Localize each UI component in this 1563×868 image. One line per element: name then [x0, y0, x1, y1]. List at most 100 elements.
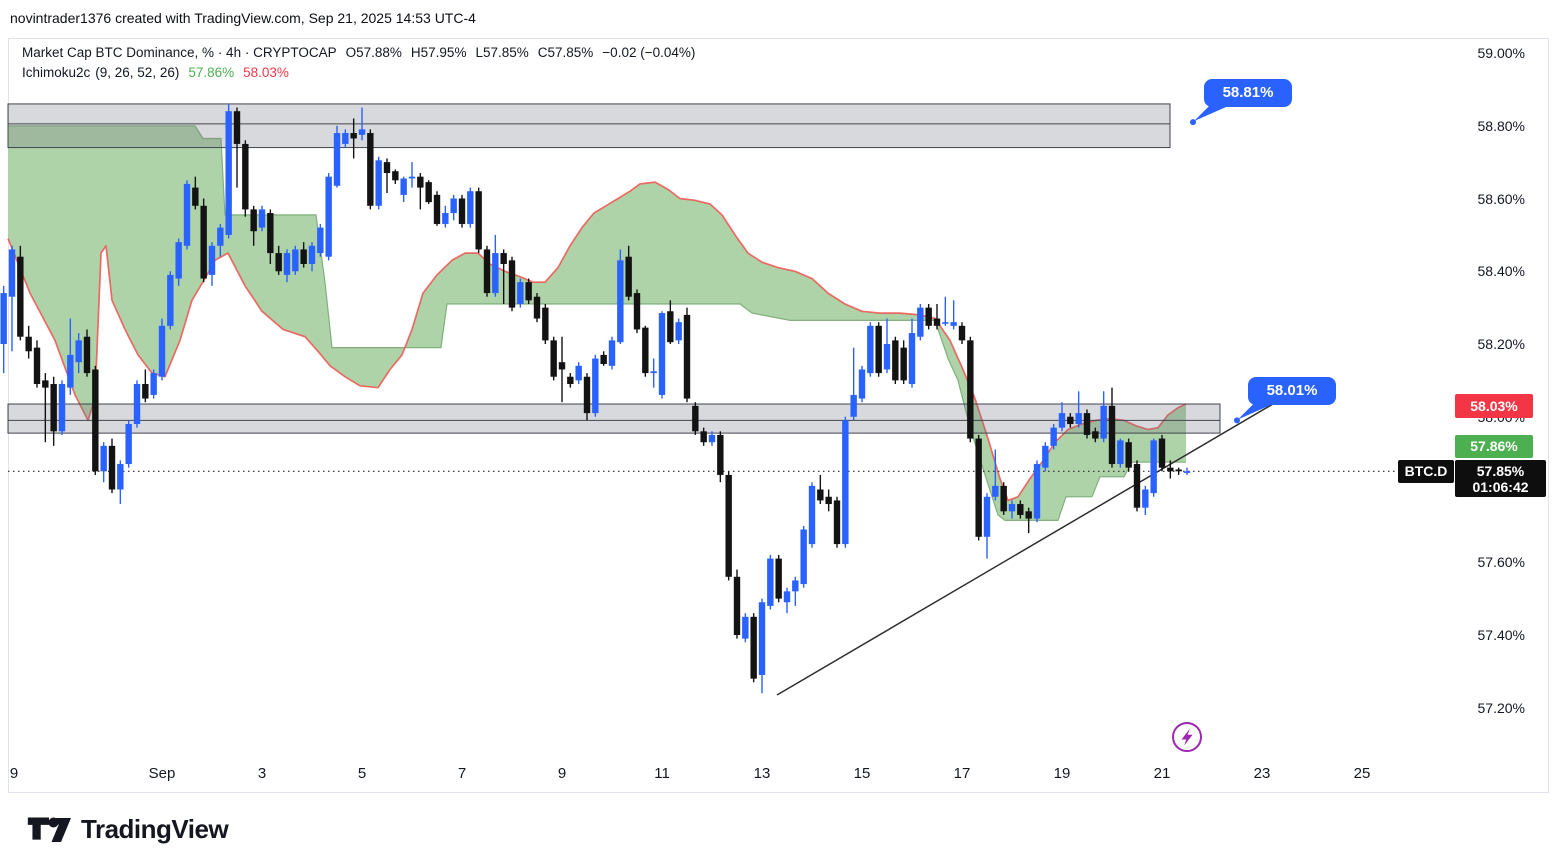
candle-down — [625, 256, 632, 297]
lightning-icon[interactable] — [1170, 720, 1204, 759]
candle-up — [208, 245, 216, 275]
candle-up — [342, 133, 349, 144]
candle-down — [900, 347, 907, 381]
candle-down — [1175, 469, 1182, 472]
candle-up — [183, 183, 191, 246]
symbol-title[interactable]: Market Cap BTC Dominance, % · 4h · CRYPT… — [22, 45, 337, 60]
candle-down — [933, 318, 941, 326]
time-tick-label: 9 — [9, 765, 19, 782]
candle-up — [1033, 464, 1041, 519]
price-callout-high[interactable]: 58.81% — [1204, 79, 1292, 108]
candle-down — [1083, 413, 1091, 435]
ascending-trendline[interactable] — [776, 383, 1308, 696]
indicator-spana-value: 58.03% — [243, 65, 289, 80]
candle-down — [600, 354, 607, 365]
price-tick-label: 58.80% — [1477, 117, 1525, 134]
candle-up — [258, 209, 266, 228]
candle-down — [242, 143, 249, 210]
indicator-legend[interactable]: Ichimoku2c (9, 26, 52, 26) 57.86% 58.03% — [22, 65, 289, 80]
symbol-legend[interactable]: Market Cap BTC Dominance, % · 4h · CRYPT… — [22, 45, 695, 60]
candle-up — [658, 313, 666, 395]
supply-zone-2[interactable] — [7, 403, 1221, 434]
candle-up — [133, 384, 141, 425]
candle-up — [450, 198, 457, 214]
candle-up — [467, 191, 474, 224]
candle-down — [683, 314, 691, 399]
time-tick-label: 19 — [1053, 765, 1071, 782]
candle-down — [825, 496, 832, 505]
candle-down — [975, 438, 982, 537]
price-tick-label: 58.20% — [1477, 336, 1525, 352]
candle-down — [717, 434, 724, 475]
tradingview-logo[interactable]: TradingView — [26, 812, 229, 846]
callout-anchor-dot — [1234, 417, 1240, 424]
candle-up — [708, 434, 716, 443]
time-tick-label: 15 — [853, 765, 871, 782]
candle-down — [483, 249, 491, 294]
candle-up — [225, 111, 232, 235]
candle-up — [117, 464, 124, 490]
price-callout-trendline[interactable]: 58.01% — [1248, 377, 1336, 406]
candle-down — [417, 176, 424, 188]
candle-up — [217, 227, 224, 246]
candle-down — [50, 384, 57, 432]
candle-up — [792, 580, 799, 592]
candle-down — [42, 380, 49, 388]
candle-up — [1100, 405, 1107, 439]
time-tick-label: 9 — [557, 765, 567, 782]
time-tick-label: 21 — [1153, 765, 1171, 782]
candle-down — [475, 191, 482, 250]
candle-up — [1008, 504, 1016, 512]
candle-up — [100, 445, 107, 472]
time-tick-label: 5 — [357, 765, 367, 782]
callout-tail — [1194, 104, 1228, 122]
candle-up — [375, 160, 382, 206]
candle-down — [25, 336, 32, 352]
indicator-spanb-value: 57.86% — [188, 65, 235, 80]
candle-down — [1000, 485, 1007, 512]
candle-down — [383, 162, 391, 174]
candle-down — [875, 325, 882, 374]
time-tick-label: 25 — [1353, 765, 1371, 782]
ohlc-open: O57.88% — [345, 45, 402, 60]
candle-down — [433, 194, 441, 224]
candle-up — [650, 371, 657, 374]
candle-down — [550, 340, 557, 377]
candle-down — [1092, 431, 1099, 439]
candle-up — [8, 249, 16, 297]
indicator-name[interactable]: Ichimoku2c — [22, 65, 91, 80]
candle-up — [517, 282, 524, 304]
candle-up — [400, 178, 407, 195]
candle-down — [1167, 467, 1174, 472]
candle-down — [967, 340, 974, 439]
candle-down — [83, 336, 91, 374]
tradingview-logo-text: TradingView — [81, 813, 229, 844]
time-tick-label: 11 — [654, 765, 670, 782]
supply-zone-1[interactable] — [7, 103, 1171, 149]
candle-up — [783, 591, 791, 603]
last-price-value: 57.85% — [1476, 463, 1525, 480]
candle-down — [1125, 442, 1132, 468]
time-tick-label: Sep — [148, 765, 176, 782]
candle-up — [1117, 440, 1124, 465]
candle-up — [575, 365, 582, 381]
candle-down — [108, 445, 116, 490]
candle-up — [592, 358, 599, 414]
callout-anchor-dot — [1190, 119, 1196, 126]
ohlc-low: L57.85% — [475, 45, 529, 60]
indicator-params: (9, 26, 52, 26) — [95, 65, 180, 80]
price-tick-label: 57.40% — [1477, 627, 1525, 643]
candle-down — [642, 327, 649, 374]
candle-down — [925, 307, 932, 326]
candle-up — [67, 354, 74, 388]
candle-down — [692, 405, 699, 432]
candle-up — [842, 420, 849, 545]
candle-up — [0, 293, 7, 344]
candle-up — [942, 322, 949, 324]
candle-up — [617, 260, 624, 343]
candle-down — [633, 293, 641, 330]
candle-up — [408, 176, 416, 179]
candle-down — [17, 256, 24, 337]
candle-down — [542, 307, 549, 341]
